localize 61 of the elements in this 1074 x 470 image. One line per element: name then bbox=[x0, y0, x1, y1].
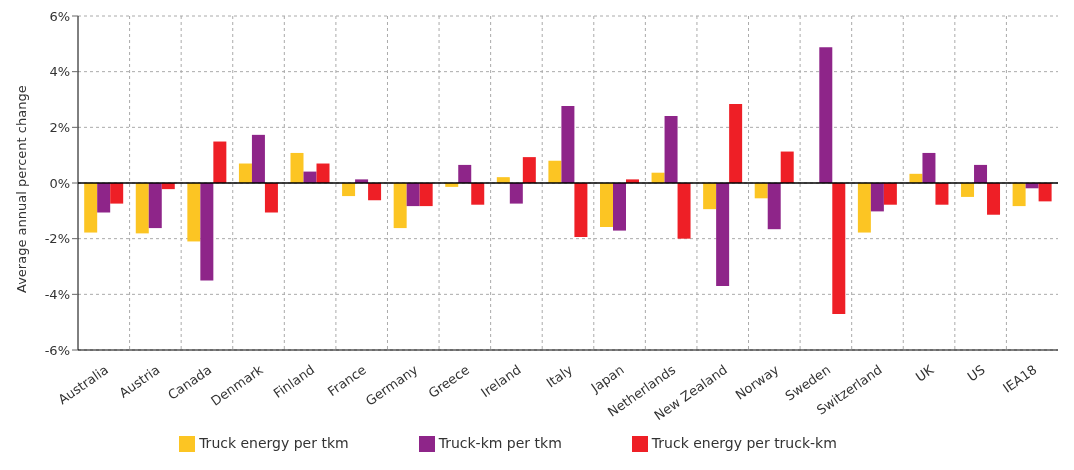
x-tick-label: UK bbox=[912, 361, 937, 385]
y-tick-label: -2% bbox=[44, 231, 70, 247]
bar bbox=[135, 183, 149, 234]
y-tick-label: -6% bbox=[44, 342, 70, 358]
bar bbox=[522, 157, 536, 183]
bar bbox=[238, 163, 252, 183]
x-tick-label: US bbox=[964, 362, 988, 385]
bar bbox=[883, 183, 897, 205]
bar bbox=[213, 141, 227, 183]
bar bbox=[664, 115, 678, 183]
bar bbox=[548, 160, 562, 183]
bar bbox=[264, 183, 278, 213]
legend-label: Truck energy per truck-km bbox=[651, 435, 837, 451]
bar bbox=[148, 183, 162, 229]
bar bbox=[767, 183, 781, 230]
bar bbox=[251, 134, 265, 183]
bar bbox=[458, 164, 472, 183]
bar bbox=[819, 47, 833, 183]
bar bbox=[832, 183, 846, 315]
bar bbox=[316, 163, 330, 183]
bar bbox=[574, 183, 588, 237]
y-tick-label: 4% bbox=[49, 64, 70, 80]
y-axis-title: Average annual percent change bbox=[13, 85, 29, 293]
bar bbox=[716, 183, 730, 286]
bar bbox=[780, 151, 794, 183]
bar bbox=[870, 183, 884, 212]
bar bbox=[368, 183, 382, 201]
bar bbox=[703, 183, 717, 210]
x-tick-label: Italy bbox=[543, 361, 576, 391]
bar bbox=[471, 183, 485, 205]
bar bbox=[1012, 183, 1026, 207]
bar bbox=[1038, 183, 1052, 202]
bar bbox=[922, 152, 936, 183]
bar bbox=[974, 164, 988, 183]
y-tick-label: -4% bbox=[44, 286, 70, 302]
legend-label: Truck-km per tkm bbox=[438, 435, 562, 451]
legend-label: Truck energy per tkm bbox=[199, 435, 349, 451]
y-tick-label: 2% bbox=[49, 119, 70, 135]
bar bbox=[97, 183, 111, 213]
y-tick-label: 6% bbox=[49, 8, 70, 24]
bar bbox=[187, 183, 201, 242]
y-tick-label: 0% bbox=[49, 175, 70, 191]
bar bbox=[961, 183, 975, 197]
bar bbox=[342, 183, 356, 197]
bar bbox=[729, 103, 743, 183]
bar bbox=[987, 183, 1001, 215]
bar bbox=[393, 183, 407, 229]
bar bbox=[857, 183, 871, 233]
bar bbox=[599, 183, 613, 227]
bar bbox=[406, 183, 420, 207]
bar bbox=[754, 183, 768, 199]
bar bbox=[677, 183, 691, 239]
bar bbox=[419, 183, 433, 207]
bar bbox=[509, 183, 523, 204]
bar bbox=[561, 105, 575, 183]
bar bbox=[612, 183, 626, 231]
bar bbox=[200, 183, 214, 281]
bar bbox=[110, 183, 124, 204]
bar bbox=[290, 152, 304, 183]
bar bbox=[935, 183, 949, 205]
bar bbox=[84, 183, 98, 233]
